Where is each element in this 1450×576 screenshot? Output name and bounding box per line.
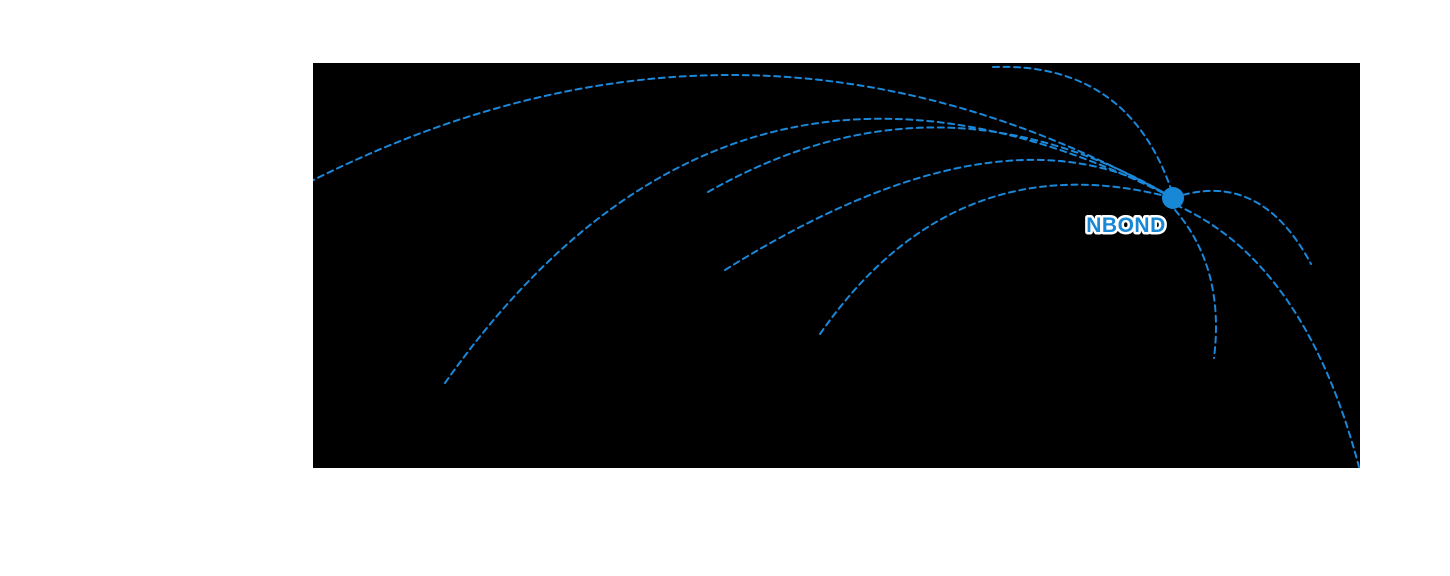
edge-west-long[interactable] [290, 74, 1174, 199]
edge-southeast-long[interactable] [1175, 204, 1360, 468]
canvas-background [313, 63, 1360, 468]
edge-north-arc[interactable] [992, 65, 1174, 196]
node-nbond-label: NBOND [1086, 214, 1166, 237]
edge-mid-upper[interactable] [707, 126, 1174, 199]
edge-south-short[interactable] [1174, 209, 1217, 359]
edge-group [290, 65, 1360, 468]
edge-east-hook[interactable] [1172, 189, 1312, 265]
edge-mid-lower[interactable] [724, 158, 1174, 271]
edge-low-arc[interactable] [819, 183, 1174, 335]
node-nbond[interactable] [1162, 187, 1184, 209]
edge-southwest-long[interactable] [444, 117, 1174, 384]
